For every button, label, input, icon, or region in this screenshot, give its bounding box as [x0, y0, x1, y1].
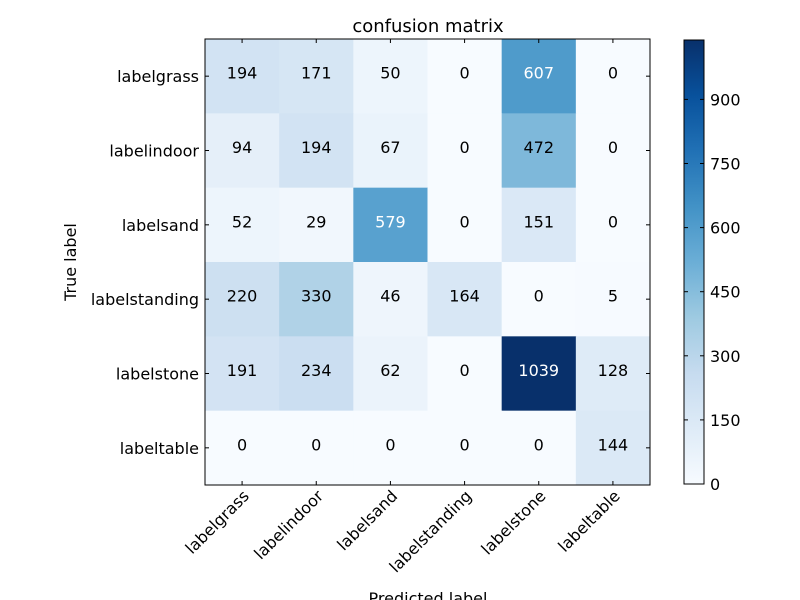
heatmap-cell [205, 262, 280, 337]
x-tick-label: labeltable [554, 486, 623, 555]
y-tick-label: labeltable [120, 439, 199, 458]
heatmap-cell [575, 187, 651, 263]
cell-value-label: 0 [459, 435, 469, 454]
heatmap-cell [205, 39, 280, 114]
heatmap-cell [279, 410, 354, 486]
heatmap-cell [427, 410, 503, 486]
cell-value-label: 194 [301, 138, 332, 157]
heatmap-cell [205, 410, 280, 486]
heatmap-cell [575, 410, 651, 486]
cell-value-label: 62 [380, 361, 400, 380]
cell-value-label: 0 [608, 138, 618, 157]
y-tick-labels: labelgrass labelindoor labelsand labelstand… [91, 67, 650, 458]
y-tick-label: labelsand [122, 216, 199, 235]
colorbar-tick-label: 0 [710, 475, 720, 494]
x-tick-label: labelstone [477, 486, 549, 558]
chart-title: confusion matrix [352, 16, 504, 37]
cell-value-label: 67 [380, 138, 400, 157]
cell-value-label: 472 [523, 138, 554, 157]
cell-value-label: 0 [459, 361, 469, 380]
heatmap-cell [353, 187, 428, 263]
heatmap-cell [427, 187, 503, 263]
colorbar-tick-label: 600 [710, 219, 741, 238]
cell-value-label: 0 [459, 212, 469, 231]
heatmap-cell [353, 336, 428, 412]
heatmap-cell [279, 262, 354, 337]
heatmap-cell [575, 262, 651, 337]
heatmap-cell [575, 336, 651, 412]
heatmap-cell [279, 113, 354, 189]
colorbar-tick-label: 900 [710, 90, 741, 109]
cell-value-label: 330 [301, 287, 332, 306]
heatmap-cell [427, 336, 503, 412]
cell-value-label: 171 [301, 64, 332, 83]
heatmap-cell [353, 262, 428, 337]
heatmap-cells: 194 171 50 0 607 094 194 67 0 472 052 29 579 0 151 0220… [205, 39, 651, 486]
heatmap-cell [205, 336, 280, 412]
heatmap-cell [353, 113, 428, 189]
heatmap-cell [279, 39, 354, 114]
colorbar-tick-label: 750 [710, 154, 741, 173]
plot-frame [204, 38, 651, 486]
cell-value-label: 607 [523, 64, 554, 83]
cell-value-label: 0 [385, 435, 395, 454]
cell-value-label: 579 [375, 212, 406, 231]
heatmap-cell [501, 39, 577, 114]
x-tick-label: labelindoor [250, 486, 327, 563]
x-tick-label: labelgrass [182, 486, 253, 557]
heatmap-cell [353, 39, 428, 114]
cell-value-label: 220 [227, 287, 258, 306]
heatmap-cell [501, 410, 577, 486]
y-tick-label: labelstone [116, 365, 199, 384]
heatmap-cell [205, 113, 280, 189]
cell-value-label: 29 [306, 212, 326, 231]
heatmap-cell [575, 113, 651, 189]
cell-value-label: 0 [311, 435, 321, 454]
x-axis-label: Predicted label [369, 589, 488, 600]
colorbar-tick-label: 450 [710, 283, 741, 302]
heatmap-cell [427, 113, 503, 189]
heatmap-cell [279, 187, 354, 263]
cell-value-label: 94 [232, 138, 252, 157]
y-tick-label: labelindoor [109, 142, 199, 161]
cell-value-label: 0 [459, 64, 469, 83]
heatmap-cell [279, 336, 354, 412]
cell-value-label: 0 [608, 212, 618, 231]
cell-value-label: 1039 [518, 361, 559, 380]
y-tick-label: labelgrass [117, 67, 199, 86]
colorbar [683, 39, 705, 485]
cell-value-label: 5 [608, 287, 618, 306]
cell-value-label: 0 [237, 435, 247, 454]
cell-value-label: 0 [459, 138, 469, 157]
heatmap-cell [501, 262, 577, 337]
heatmap-cell [427, 262, 503, 337]
heatmap-cell [575, 39, 651, 114]
heatmap-cell [501, 336, 577, 412]
heatmap-cell [501, 113, 577, 189]
heatmap-cell [205, 187, 280, 263]
colorbar-tick-label: 300 [710, 347, 741, 366]
heatmap-cell [353, 410, 428, 486]
cell-value-label: 52 [232, 212, 252, 231]
colorbar-tick-label: 150 [710, 411, 741, 430]
cell-value-label: 0 [608, 64, 618, 83]
cell-value-label: 151 [523, 212, 554, 231]
cell-value-label: 194 [227, 64, 258, 83]
cell-value-label: 164 [449, 287, 480, 306]
cell-value-label: 191 [227, 361, 258, 380]
cell-value-label: 234 [301, 361, 332, 380]
y-tick-label: labelstanding [91, 290, 199, 309]
heatmap-cell [427, 39, 503, 114]
cell-value-label: 144 [598, 435, 629, 454]
cell-value-label: 46 [380, 287, 400, 306]
colorbar-ticks: 0 150 300 450 600 750 900 [684, 90, 741, 494]
cell-value-label: 128 [598, 361, 629, 380]
cell-value-label: 0 [534, 435, 544, 454]
heatmap-cell [501, 187, 577, 263]
cell-value-label: 0 [534, 287, 544, 306]
cell-value-label: 50 [380, 64, 400, 83]
y-axis-label: True label [61, 223, 80, 302]
x-tick-label: labelsand [333, 486, 401, 554]
